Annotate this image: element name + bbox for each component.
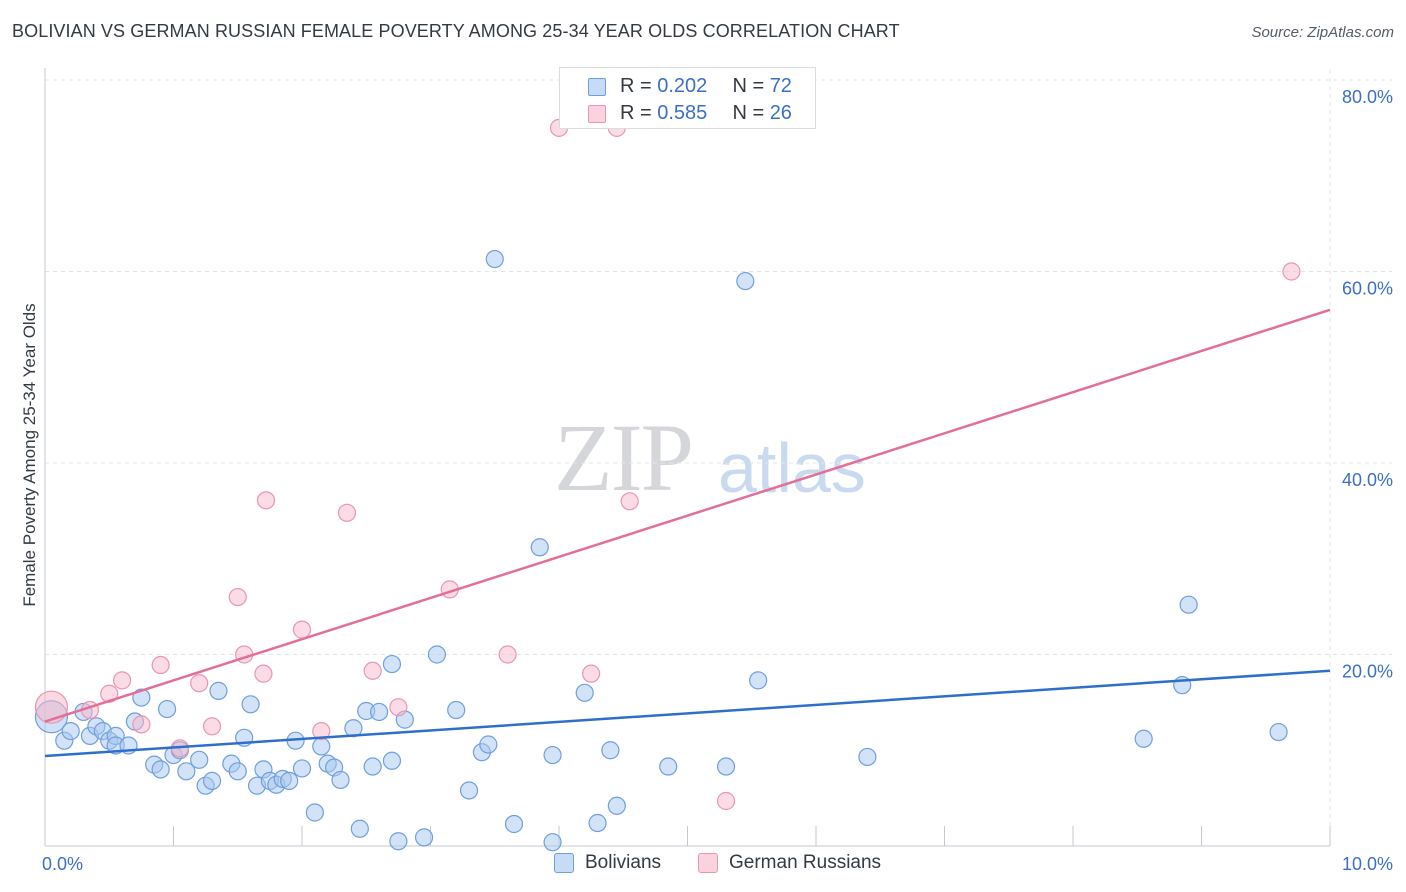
bolivian-trend-line [44, 669, 1331, 758]
bolivian-point [459, 781, 479, 800]
bolivian-point [292, 759, 312, 778]
y-tick-label: 20.0% [1342, 662, 1393, 682]
bolivian-point [382, 751, 402, 770]
bolivian-point [305, 803, 324, 822]
bolivian-point [228, 762, 247, 781]
bolivian-point [659, 757, 678, 776]
bolivian-point [190, 750, 209, 769]
german-russian-point [716, 791, 736, 811]
chart-title: BOLIVIAN VS GERMAN RUSSIAN FEMALE POVERT… [12, 21, 900, 41]
bolivian-point [858, 747, 877, 767]
german-russian-point [312, 721, 331, 741]
legend-r-label: R = [620, 102, 658, 124]
watermark-zip: ZIP [554, 404, 694, 511]
bolivian-point [575, 683, 594, 702]
legend-swatch-blue [554, 853, 574, 873]
bolivian-point [716, 757, 736, 776]
bolivian-point [280, 771, 299, 790]
bolivian-point [382, 654, 402, 674]
bolivian-point [202, 771, 222, 790]
bolivian-point [389, 832, 408, 851]
german-russian-trend-line [44, 308, 1331, 723]
bolivian-point [588, 813, 607, 833]
y-tick-label: 40.0% [1342, 470, 1393, 490]
legend-n-value: 26 [769, 102, 792, 124]
bolivian-point [312, 737, 331, 756]
german-russian-point [254, 664, 273, 683]
german-russian-point [190, 674, 209, 693]
bolivian-point [530, 538, 549, 557]
bolivian-point [414, 828, 434, 847]
bolivian-point [543, 745, 562, 765]
german-russian-point [498, 645, 517, 664]
bolivian-point [504, 814, 524, 834]
source-credit: Source: ZipAtlas.com [1251, 24, 1394, 41]
bolivian-point [363, 757, 382, 776]
bolivian-point [427, 645, 447, 664]
german-russian-point [256, 491, 276, 510]
bolivian-point [1179, 595, 1198, 614]
bolivian-point [1269, 722, 1288, 742]
legend-n-value: 72 [769, 75, 792, 97]
german-russian-point [202, 717, 222, 736]
german-russian-point [389, 698, 408, 717]
bolivian-point [151, 760, 170, 779]
bolivian-point [177, 762, 196, 781]
legend-label: Bolivians [585, 852, 662, 873]
german-russian-point [34, 690, 69, 724]
bolivian-point [241, 695, 260, 714]
legend-r-value: 0.202 [657, 75, 708, 97]
legend-swatch-pink [698, 853, 718, 873]
x-tick-label: 0.0% [42, 854, 83, 874]
bolivian-point [447, 700, 466, 720]
bolivian-point [331, 770, 350, 790]
bolivian-point [736, 271, 755, 291]
german-russian-point [292, 620, 312, 639]
legend-r-value: 0.585 [657, 102, 708, 124]
correlation-legend: R = 0.202 N = 72 R = 0.585 N = 26 [559, 67, 816, 129]
german-russian-point [1282, 262, 1301, 281]
bolivian-point [157, 699, 177, 719]
y-tick-label: 60.0% [1342, 279, 1393, 299]
x-tick-label: 10.0% [1342, 854, 1393, 874]
legend-n-label: N = [732, 102, 770, 124]
bolivian-point [132, 688, 151, 707]
legend-r-label: R = [620, 75, 658, 97]
bolivian-point [370, 702, 389, 722]
bolivian-point [749, 671, 768, 690]
bolivian-point [607, 796, 626, 815]
bolivian-point [485, 249, 504, 269]
legend-swatch-blue [588, 78, 606, 96]
bolivian-point [601, 741, 620, 760]
legend-n-label: N = [732, 75, 770, 97]
y-tick-label: 80.0% [1342, 87, 1393, 107]
german-russian-point [620, 492, 639, 511]
watermark-atlas: atlas [718, 429, 866, 507]
bolivian-point [61, 721, 80, 741]
bolivian-point [479, 735, 498, 754]
german-russian-point [582, 664, 601, 683]
bolivian-point [1134, 729, 1153, 748]
german-russian-point [363, 661, 382, 680]
german-russian-point [228, 587, 247, 607]
bolivian-point [209, 681, 228, 700]
german-russian-point [132, 715, 151, 734]
legend-swatch-pink [588, 105, 606, 123]
german-russian-point [112, 671, 132, 690]
bolivian-point [350, 819, 369, 838]
german-russian-point [337, 503, 357, 522]
legend-label: German Russians [729, 852, 882, 873]
german-russian-point [151, 655, 170, 675]
bolivian-point [543, 833, 562, 852]
german-russian-point [100, 684, 119, 703]
